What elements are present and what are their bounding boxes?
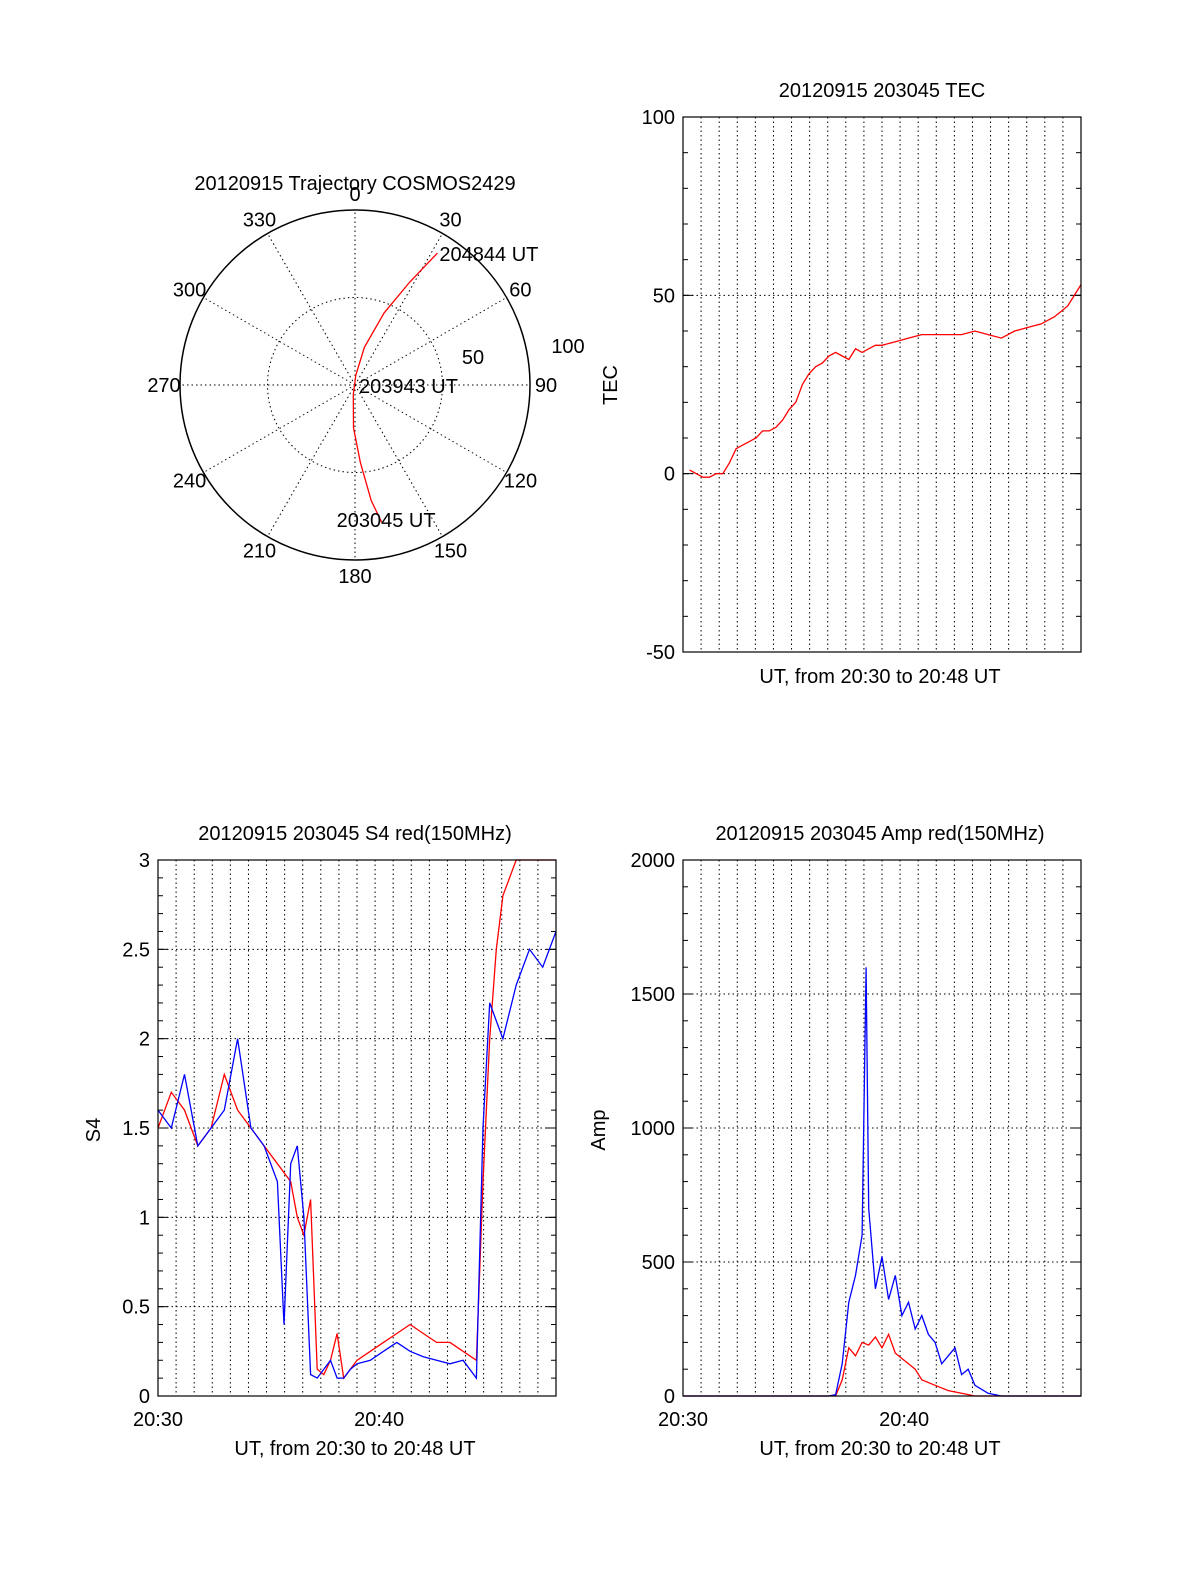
amp-xlabel: UT, from 20:30 to 20:48 UT (759, 1438, 1000, 1460)
amp-chart: 20120915 203045 Amp red(150MHz) UT, from… (588, 823, 1082, 1460)
polar-annotation: 204844 UT (439, 244, 538, 266)
s4-plot-frame (157, 859, 557, 1397)
amp-ytick-label: 1000 (631, 1118, 676, 1140)
amp-xtick-label: 20:30 (658, 1409, 708, 1431)
s4-ytick-label: 1.5 (122, 1118, 150, 1140)
polar-annotation: 203943 UT (359, 376, 458, 398)
tec-ylabel: TEC (600, 365, 622, 405)
polar-angle-label: 120 (504, 471, 537, 493)
amp-ytick-label: 1500 (631, 984, 676, 1006)
s4-ytick-label: 1 (139, 1207, 150, 1229)
polar-inner-ring (267, 297, 443, 473)
tec-plot-frame (682, 116, 1082, 653)
amp-ytick-label: 2000 (631, 850, 676, 872)
polar-spoke (203, 384, 356, 473)
s4-xtick-label: 20:40 (354, 1409, 404, 1431)
amp-plot-frame (682, 859, 1082, 1397)
s4-ytick-label: 2.5 (122, 939, 150, 961)
polar-angle-label: 0 (349, 184, 360, 206)
tec-xlabel: UT, from 20:30 to 20:48 UT (759, 666, 1000, 688)
tec-ytick-label: 50 (653, 285, 675, 307)
s4-ytick-label: 2 (139, 1029, 150, 1051)
s4-title: 20120915 203045 S4 red(150MHz) (198, 823, 512, 845)
amp-title: 20120915 203045 Amp red(150MHz) (715, 823, 1044, 845)
polar-angle-label: 210 (243, 540, 276, 562)
s4-ytick-label: 0 (139, 1386, 150, 1408)
polar-angle-label: 30 (439, 210, 461, 232)
amp-ytick-label: 500 (642, 1252, 675, 1274)
polar-radial-label: 100 (551, 336, 584, 358)
polar-angle-label: 60 (509, 280, 531, 302)
tec-chart: 20120915 203045 TEC UT, from 20:30 to 20… (600, 80, 1082, 688)
amp-xtick-label: 20:40 (879, 1409, 929, 1431)
polar-angle-label: 270 (147, 375, 180, 397)
amp-ytick-label: 0 (664, 1386, 675, 1408)
s4-xlabel: UT, from 20:30 to 20:48 UT (234, 1438, 475, 1460)
polar-title: 20120915 Trajectory COSMOS2429 (194, 173, 515, 195)
polar-angle-label: 150 (434, 540, 467, 562)
polar-radial-label: 50 (462, 347, 484, 369)
polar-angle-label: 240 (173, 471, 206, 493)
s4-chart: 20120915 203045 S4 red(150MHz) UT, from … (83, 823, 557, 1460)
s4-ytick-label: 3 (139, 850, 150, 872)
tec-ytick-label: 100 (642, 107, 675, 129)
polar-trajectory-chart: 20120915 Trajectory COSMOS2429 0 30 60 90 12… (147, 173, 584, 588)
amp-series-line (683, 967, 1081, 1397)
tec-ytick-label: -50 (646, 642, 675, 664)
polar-angle-label: 90 (535, 375, 557, 397)
s4-ylabel: S4 (83, 1118, 105, 1142)
polar-annotation: 203045 UT (337, 510, 436, 532)
polar-spoke (354, 297, 507, 386)
amp-ylabel: Amp (588, 1109, 610, 1150)
polar-angle-label: 180 (338, 566, 371, 588)
polar-trajectory-line (352, 252, 438, 523)
polar-spoke (354, 233, 443, 386)
polar-angle-label: 330 (243, 210, 276, 232)
polar-outer-ring (179, 209, 531, 561)
s4-ytick-label: 0.5 (122, 1297, 150, 1319)
s4-series-line (157, 931, 557, 1380)
tec-ytick-label: 0 (664, 464, 675, 486)
s4-xtick-label: 20:30 (133, 1409, 183, 1431)
tec-series-line (689, 284, 1082, 478)
tec-title: 20120915 203045 TEC (779, 80, 985, 102)
polar-angle-label: 300 (173, 280, 206, 302)
